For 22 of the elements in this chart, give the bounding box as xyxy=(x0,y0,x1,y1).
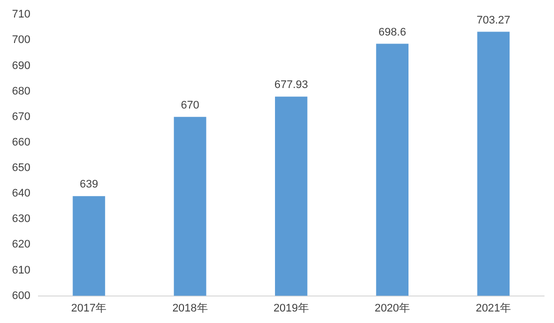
x-tick-label: 2017年 xyxy=(71,302,107,314)
y-tick-label: 680 xyxy=(12,85,30,98)
x-tick-label: 2021年 xyxy=(476,302,512,314)
y-tick-label: 700 xyxy=(12,34,30,46)
y-tick-label: 630 xyxy=(12,213,30,226)
x-tick-label: 2018年 xyxy=(172,302,208,314)
data-label: 670 xyxy=(180,99,200,112)
y-tick-label: 690 xyxy=(12,60,30,72)
data-label: 677.93 xyxy=(274,79,308,92)
x-tick-label: 2019年 xyxy=(273,302,309,314)
y-tick-label: 660 xyxy=(12,136,30,148)
data-label: 639 xyxy=(80,178,98,191)
y-tick-label: 600 xyxy=(12,290,30,302)
y-tick-label: 670 xyxy=(12,110,30,123)
y-tick-label: 710 xyxy=(12,8,30,21)
y-tick-label: 650 xyxy=(12,162,30,174)
data-label: 703.27 xyxy=(476,14,510,26)
y-tick-label: 610 xyxy=(12,264,30,276)
x-tick-label: 2020年 xyxy=(374,302,410,314)
y-tick-label: 640 xyxy=(12,188,30,200)
data-label: 698.6 xyxy=(378,26,406,38)
y-tick-label: 620 xyxy=(12,238,30,251)
